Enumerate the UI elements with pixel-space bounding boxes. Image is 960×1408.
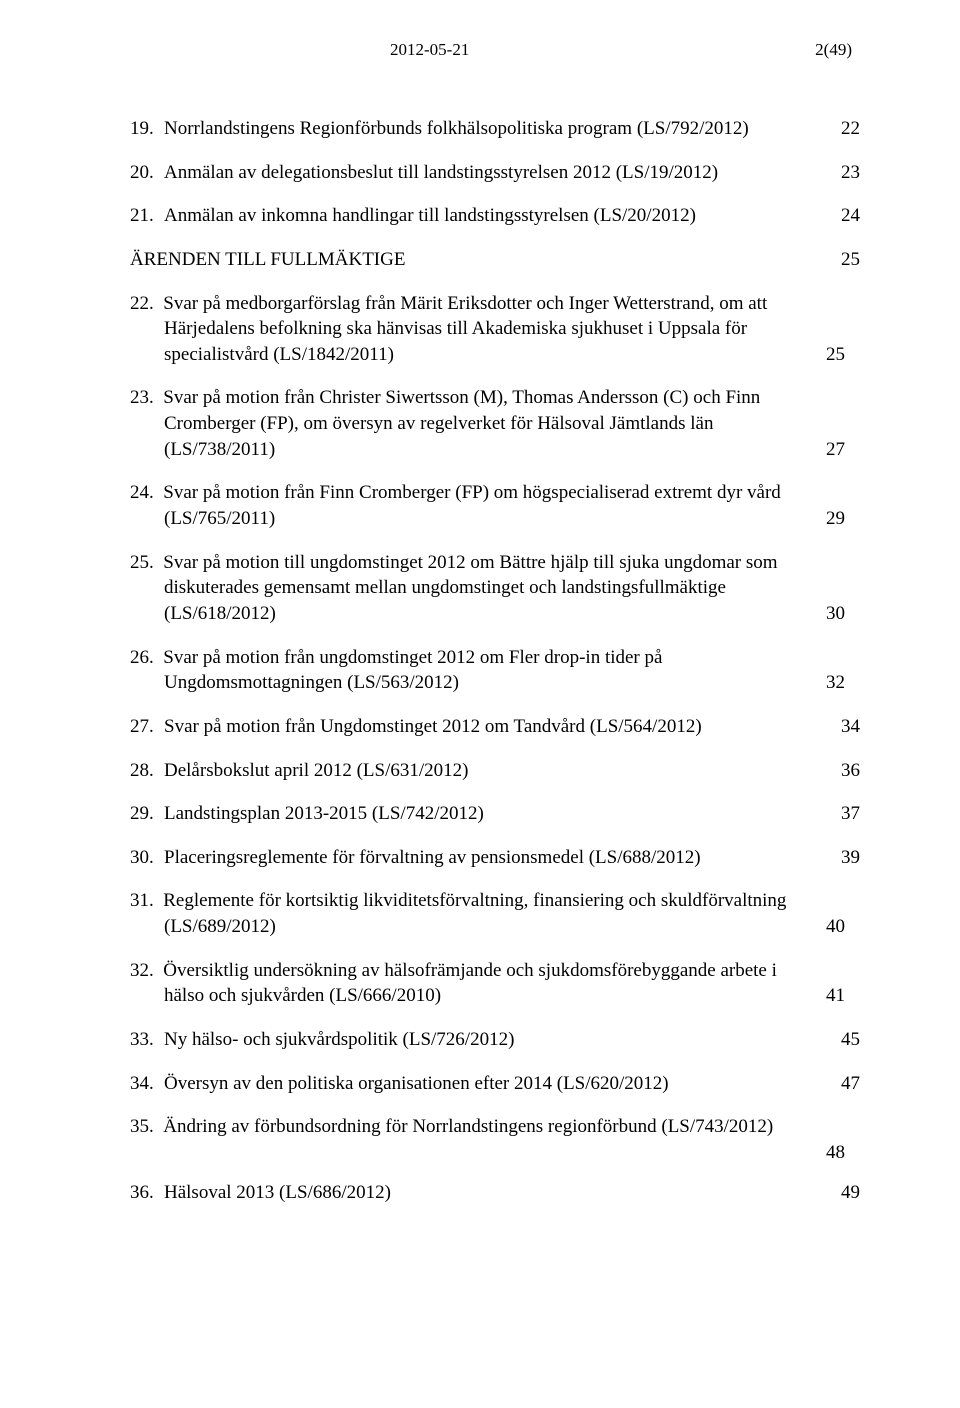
page-header: 2012-05-21 2(49) [130, 40, 860, 60]
header-date: 2012-05-21 [390, 40, 469, 60]
toc-entry: 20.Anmälan av delegationsbeslut till lan… [130, 160, 860, 186]
toc-entry-text: Anmälan av inkomna handlingar till lands… [164, 203, 696, 229]
toc-entry-page: 24 [841, 203, 860, 229]
toc-entry-number: 33. [130, 1027, 164, 1053]
toc-entry-text: Översyn av den politiska organisationen … [164, 1071, 669, 1097]
toc-entry-page: 22 [841, 116, 860, 142]
section-heading: ÄRENDEN TILL FULLMÄKTIGE 25 [130, 247, 860, 273]
toc-entry-text: Hälsoval 2013 (LS/686/2012) [164, 1180, 391, 1206]
toc-entry-number: 21. [130, 203, 164, 229]
table-of-contents: 19.Norrlandstingens Regionförbunds folkh… [130, 116, 860, 1206]
toc-entry-text: 24. Svar på motion från Finn Cromberger … [130, 482, 781, 529]
toc-entry-page: 45 [841, 1027, 860, 1053]
toc-entry-text: Ny hälso- och sjukvårdspolitik (LS/726/2… [164, 1027, 514, 1053]
header-pageref: 2(49) [815, 40, 852, 60]
toc-entry-number: 30. [130, 845, 164, 871]
toc-entry-text: 35. Ändring av förbundsordning för Norrl… [130, 1116, 773, 1137]
toc-entry: 19.Norrlandstingens Regionförbunds folkh… [130, 116, 860, 142]
toc-entry-number: 36. [130, 1180, 164, 1206]
toc-entry: 27.Svar på motion från Ungdomstinget 201… [130, 714, 860, 740]
toc-entry-text: Landstingsplan 2013-2015 (LS/742/2012) [164, 801, 484, 827]
toc-entry-number: 28. [130, 758, 164, 784]
toc-entry-page: 47 [841, 1071, 860, 1097]
toc-entry-text: 31. Reglemente för kortsiktig likviditet… [130, 890, 786, 937]
toc-entry-number: 20. [130, 160, 164, 186]
toc-entry: 24. Svar på motion från Finn Cromberger … [130, 480, 860, 531]
toc-entry: 34.Översyn av den politiska organisation… [130, 1071, 860, 1097]
toc-entry: 29.Landstingsplan 2013-2015 (LS/742/2012… [130, 801, 860, 827]
toc-entry-number: 19. [130, 116, 164, 142]
toc-entry-text: Delårsbokslut april 2012 (LS/631/2012) [164, 758, 469, 784]
toc-entry: 36.Hälsoval 2013 (LS/686/2012) 49 [130, 1180, 860, 1206]
section-heading-text: ÄRENDEN TILL FULLMÄKTIGE [130, 249, 405, 270]
toc-entry: 35. Ändring av förbundsordning för Norrl… [130, 1114, 860, 1140]
toc-entry-text: Norrlandstingens Regionförbunds folkhäls… [164, 116, 749, 142]
toc-entry-text: 26. Svar på motion från ungdomstinget 20… [130, 647, 662, 694]
toc-entry-page: 49 [841, 1180, 860, 1206]
toc-entry: 28.Delårsbokslut april 2012 (LS/631/2012… [130, 758, 860, 784]
toc-entry-number: 27. [130, 714, 164, 740]
toc-entry-number: 34. [130, 1071, 164, 1097]
toc-entry-text: 22. Svar på medborgarförslag från Märit … [130, 293, 767, 365]
toc-entry: 33.Ny hälso- och sjukvårdspolitik (LS/72… [130, 1027, 860, 1053]
section-heading-page: 25 [841, 247, 860, 273]
toc-entry: 30.Placeringsreglemente för förvaltning … [130, 845, 860, 871]
toc-entry: 22. Svar på medborgarförslag från Märit … [130, 291, 860, 368]
toc-entry-text: 32. Översiktlig undersökning av hälsofrä… [130, 960, 777, 1007]
toc-entry-text: Svar på motion från Ungdomstinget 2012 o… [164, 714, 702, 740]
toc-entry: 26. Svar på motion från ungdomstinget 20… [130, 645, 860, 696]
toc-entry-page: 23 [841, 160, 860, 186]
toc-entry-text: Anmälan av delegationsbeslut till landst… [164, 160, 718, 186]
toc-entry: 32. Översiktlig undersökning av hälsofrä… [130, 958, 860, 1009]
toc-entry-page: 39 [841, 845, 860, 871]
toc-entry: 23. Svar på motion från Christer Siwerts… [130, 385, 860, 462]
document-page: 2012-05-21 2(49) 19.Norrlandstingens Reg… [0, 0, 960, 1408]
toc-entry-page: 34 [841, 714, 860, 740]
toc-entry: 31. Reglemente för kortsiktig likviditet… [130, 888, 860, 939]
toc-entry-page: 37 [841, 801, 860, 827]
toc-entry: 21.Anmälan av inkomna handlingar till la… [130, 203, 860, 229]
toc-entry-text: Placeringsreglemente för förvaltning av … [164, 845, 701, 871]
toc-entry-text: 25. Svar på motion till ungdomstinget 20… [130, 552, 778, 624]
toc-entry-page: 36 [841, 758, 860, 784]
toc-entry: 25. Svar på motion till ungdomstinget 20… [130, 550, 860, 627]
toc-entry-text: 23. Svar på motion från Christer Siwerts… [130, 387, 760, 459]
toc-entry-number: 29. [130, 801, 164, 827]
